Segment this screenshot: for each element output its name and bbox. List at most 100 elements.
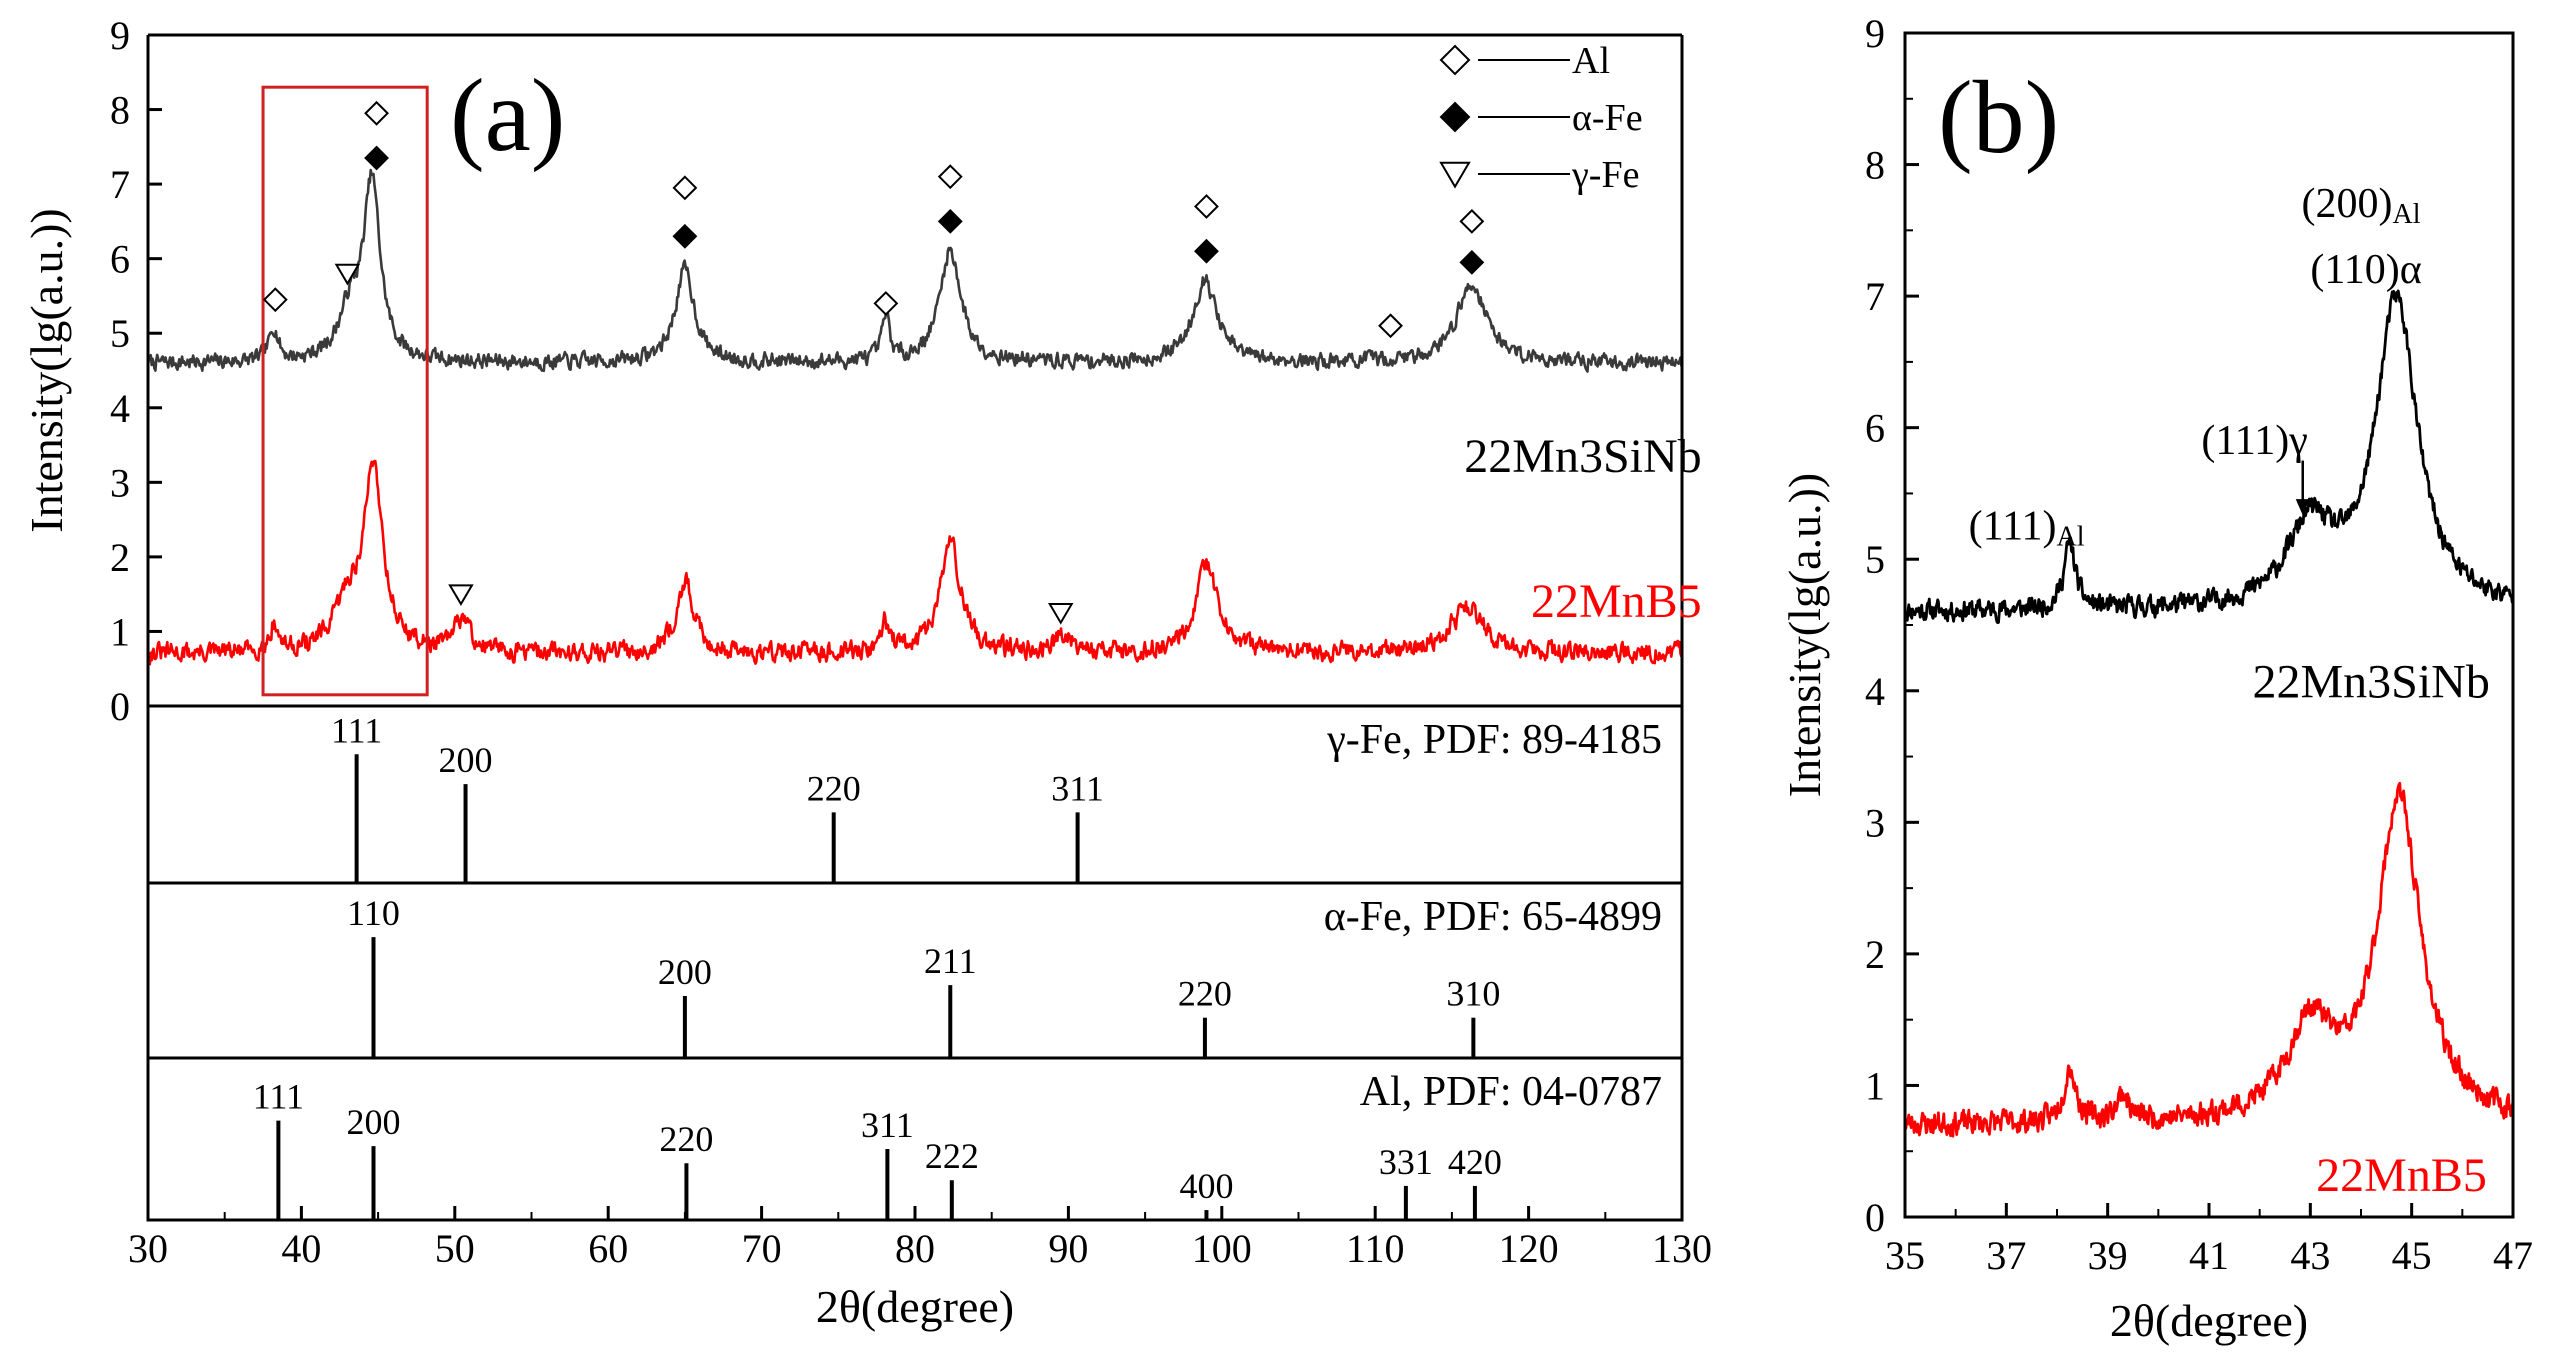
gamma-fe-triangle-open-icon [1439,161,1471,189]
y-axis-title: Intensity(lg(a.u.)) [21,208,72,532]
y-tick-label: 8 [110,88,130,133]
sample-label: 22Mn3SiNb [1464,430,1701,483]
y-tick-label: 5 [110,311,130,356]
al-diamond-open-icon [364,100,389,126]
stick-hkl-label: 200 [346,1102,400,1142]
y-tick-label: 0 [1865,1195,1885,1240]
panel-a-letter: (a) [450,58,565,173]
panel-a-xrd-patterns: γ-Fe, PDF: 89-4185 α-Fe, PDF: 65-4899 Al, … [21,13,1712,1332]
alpha-fe-diamond-filled-icon [364,145,389,171]
panel-b-labels: 2θ(degree)Intensity(lg(a.u.)) 22Mn3SiNb22… [1779,181,2490,1346]
reference-card-label: γ-Fe, PDF: 89-4185 [1326,717,1662,763]
al-diamond-open-icon [1378,313,1403,339]
stick-hkl-label: 220 [807,768,861,808]
panel-a-axes: 0 1 2 3 4 5 6 7 8 9 30 40 50 60 70 80 90 100 110 120 130 [110,13,1712,1271]
panel-b-letter: (b) [1938,60,2059,175]
stick-hkl-label: 311 [1051,768,1104,808]
panel-a-labels: 2θ(degree)Intensity(lg(a.u.)) 22Mn3SiNb22… [21,208,1702,1332]
peak-annotation: (110)α [2310,247,2421,293]
x-tick-label: 40 [281,1226,321,1271]
stick-hkl-label: 331 [1379,1142,1433,1182]
x-tick-label: 43 [2290,1233,2330,1278]
x-tick-label: 100 [1192,1226,1252,1271]
al-diamond-open-icon [937,164,963,190]
y-tick-label: 3 [110,460,130,505]
stick-hkl-label: 220 [659,1119,713,1159]
stick-hkl-label: 200 [658,952,712,992]
y-tick-label: 2 [1865,932,1885,977]
sample-label: 22MnB5 [1531,575,1702,628]
y-tick-label: 7 [1865,274,1885,319]
x-tick-label: 41 [2189,1233,2229,1278]
gamma-fe-triangle-open-icon [334,263,361,286]
y-tick-label: 9 [1865,11,1885,56]
alpha-fe-diamond-filled-icon [672,223,698,249]
stick-hkl-label: 311 [861,1105,914,1145]
al-diamond-open-icon [262,287,288,313]
legend-label: Al [1572,40,1610,82]
y-tick-label: 1 [110,609,130,654]
gamma-fe-triangle-open-icon [448,584,474,607]
peak-annotation-main: (111) [1969,503,2057,549]
alpha-fe-diamond-filled-icon [1194,238,1219,264]
x-tick-label: 120 [1499,1226,1559,1271]
al-diamond-open-icon [873,290,899,316]
panel-a-series [146,168,1683,666]
al-diamond-open-icon [1194,194,1219,219]
al-diamond-open-icon [1459,208,1485,234]
stick-hkl-label: 400 [1179,1166,1233,1206]
stick-hkl-label: 200 [439,740,493,780]
stick-hkl-label: 220 [1178,974,1232,1014]
stick-hkl-label: 110 [347,893,400,933]
y-tick-label: 8 [1865,143,1885,188]
xrd-series-line [146,459,1683,666]
x-tick-label: 130 [1652,1226,1712,1271]
stick-hkl-label: 211 [924,941,977,981]
highlight-box [261,85,429,697]
y-tick-label: 5 [1865,537,1885,582]
alpha-fe-diamond-filled-icon [937,208,963,234]
phase-legend: Al α-Fe γ-Fe [1439,40,1643,196]
reference-card-label: Al, PDF: 04-0787 [1360,1069,1662,1115]
peak-annotation: (111)Al [1969,503,2085,552]
gamma-fe-triangle-open-icon [1047,603,1074,625]
x-tick-label: 70 [742,1226,782,1271]
y-tick-label: 2 [110,535,130,580]
y-tick-label: 6 [110,237,130,282]
peak-annotation-subscript: Al [2057,521,2085,552]
x-tick-label: 47 [2493,1233,2533,1278]
alpha-fe-diamond-filled-icon [1459,249,1485,275]
x-tick-label: 80 [895,1226,935,1271]
x-tick-label: 35 [1885,1233,1925,1278]
x-axis-title: 2θ(degree) [2110,1295,2308,1346]
peak-arrow-head-icon [2295,499,2310,516]
alpha-fe-diamond-filled-icon [1439,101,1471,133]
legend-label: α-Fe [1572,97,1643,139]
sample-label: 22MnB5 [2316,1149,2487,1202]
xrd-series-line [146,168,1683,373]
phase-peak-markers [262,100,1485,625]
panel-b-frame [1903,31,2515,1219]
x-tick-label: 39 [2088,1233,2128,1278]
x-axis-title: 2θ(degree) [816,1281,1014,1332]
y-tick-label: 7 [110,162,130,207]
y-axis-title: Intensity(lg(a.u.)) [1779,473,1830,797]
xrd-series-line [1904,781,2515,1138]
y-tick-label: 4 [110,386,130,431]
legend-label: γ-Fe [1571,154,1639,196]
peak-annotation: (200)Al [2302,181,2421,230]
stick-hkl-label: 111 [331,710,382,750]
peak-annotation-main: (110)α [2310,247,2421,293]
stick-hkl-label: 420 [1448,1142,1502,1182]
peak-annotation-main: (111)γ [2201,418,2307,464]
x-tick-label: 50 [435,1226,475,1271]
xrd-series-line [1903,289,2515,625]
x-tick-label: 90 [1048,1226,1088,1271]
x-tick-label: 37 [1986,1233,2026,1278]
stick-hkl-label: 310 [1446,974,1500,1014]
x-tick-label: 110 [1346,1226,1405,1271]
stick-hkl-label: 111 [253,1077,304,1117]
